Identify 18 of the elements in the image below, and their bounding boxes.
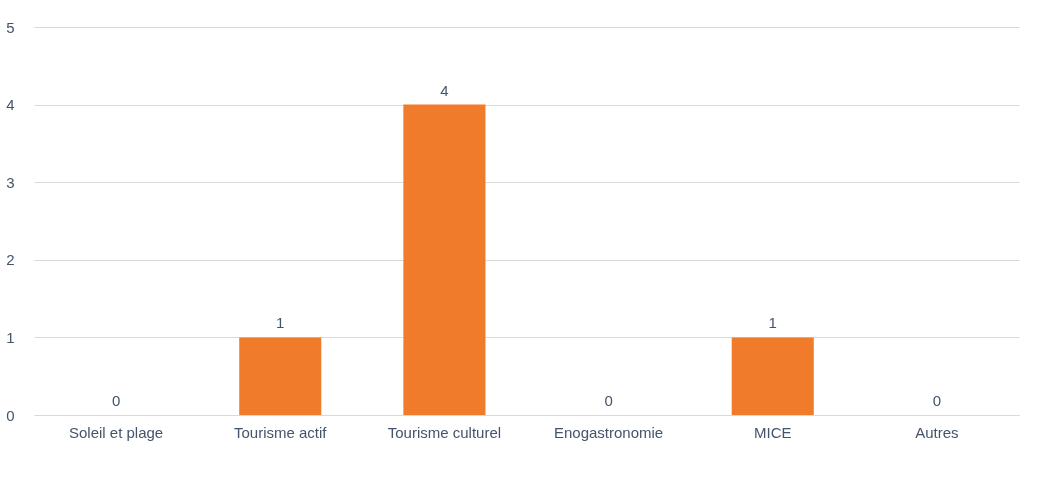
x-tick-label: MICE — [754, 423, 792, 441]
y-tick-label: 3 — [6, 173, 15, 191]
data-label: 0 — [111, 392, 121, 409]
data-label: 1 — [276, 314, 285, 332]
data-label: 1 — [768, 314, 777, 332]
y-tick-label: 1 — [6, 328, 15, 346]
x-tick-label: Tourisme culturel — [387, 423, 502, 441]
y-tick-label: 5 — [6, 18, 15, 36]
x-tick-label: Enogastronomie — [553, 423, 664, 441]
y-tick-label: 0 — [6, 406, 15, 424]
data-label: 0 — [932, 392, 942, 409]
x-tick-label: Tourisme actif — [233, 423, 328, 441]
x-tick-label: Autres — [915, 423, 959, 441]
data-label: 0 — [604, 392, 613, 409]
y-tick-label: 4 — [6, 96, 15, 114]
data-label: 4 — [440, 81, 449, 99]
y-tick-label: 2 — [6, 251, 15, 269]
x-tick-label: Soleil et plage — [68, 423, 164, 441]
